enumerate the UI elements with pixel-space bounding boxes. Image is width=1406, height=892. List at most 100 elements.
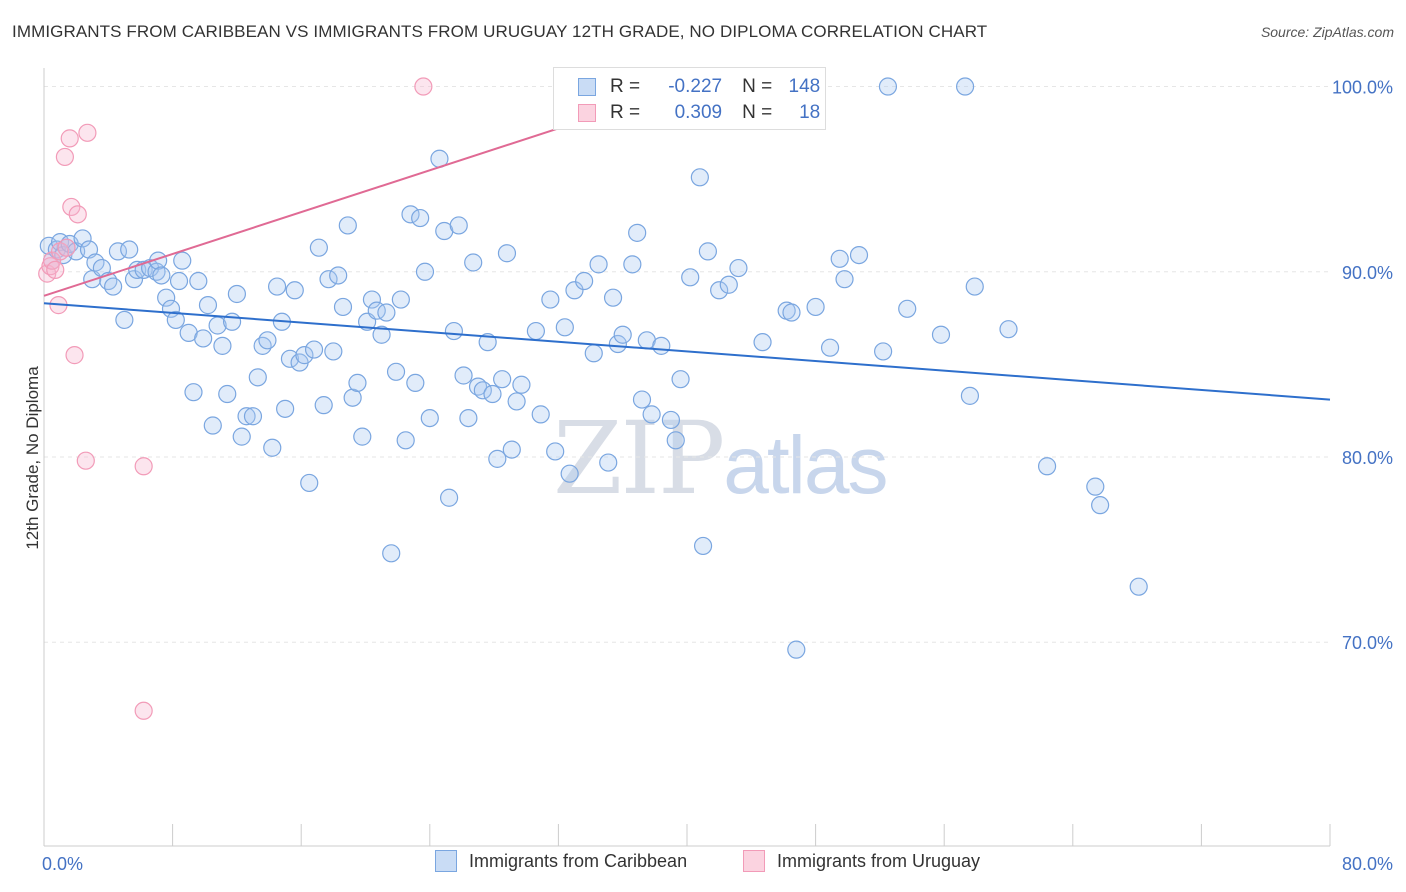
caribbean-point [222,312,242,331]
caribbean-point [449,216,468,235]
uruguay-point [60,129,79,148]
caribbean-point [319,270,338,289]
caribbean-point [420,409,439,428]
caribbean-point [623,255,642,274]
series-legend: Immigrants from Caribbean Immigrants fro… [0,850,1406,878]
uruguay-points [38,77,689,720]
n-label: N = [742,102,773,123]
legend-label-uruguay: Immigrants from Uruguay [777,850,981,871]
uruguay-point [68,205,87,224]
caribbean-point [782,303,801,322]
caribbean-point [565,281,584,300]
caribbean-point [531,405,550,424]
caribbean-point [666,431,685,450]
caribbean-point [454,366,473,385]
chart-title: IMMIGRANTS FROM CARIBBEAN VS IMMIGRANTS … [12,22,988,41]
legend-item-caribbean: Immigrants from Caribbean [435,850,687,872]
n-value: 148 [788,76,821,97]
caribbean-point [157,288,176,307]
y-tick-label: 80.0% [1342,448,1393,468]
caribbean-point [166,310,185,330]
caribbean-point [661,410,681,430]
uruguay-point [134,701,153,720]
caribbean-point [729,258,748,278]
uruguay-swatch [578,104,596,122]
caribbean-point [555,318,574,337]
caribbean-point [73,229,92,248]
caribbean-point [999,320,1018,339]
uruguay-point [414,77,433,96]
legend-label-caribbean: Immigrants from Caribbean [469,850,688,871]
caribbean-point [787,640,806,659]
legend-row-uruguay: R = 0.309 N = 18 [578,100,820,126]
caribbean-point [652,336,671,355]
caribbean-point [263,438,282,457]
legend-row-caribbean: R = -0.227 N = 148 [578,74,820,100]
caribbean-point [608,334,627,354]
uruguay-point [78,123,97,142]
caribbean-point [693,536,713,556]
r-label: R = [610,76,641,97]
caribbean-point [104,277,123,296]
caribbean-point [396,431,415,450]
caribbean-point [227,284,246,304]
uruguay-point [62,197,81,217]
caribbean-point [710,281,729,300]
caribbean-point [965,277,984,296]
caribbean-point [541,290,560,309]
caribbean-point [115,310,134,330]
caribbean-point [1037,457,1057,476]
n-value: 18 [799,102,821,123]
caribbean-point [599,453,618,472]
caribbean-point [464,253,483,272]
caribbean-point [632,390,652,409]
caribbean-swatch [578,78,596,96]
y-tick-label: 70.0% [1342,633,1393,653]
caribbean-point [362,290,382,309]
caribbean-point [348,373,367,393]
r-value: 0.309 [674,102,723,123]
caribbean-point [1129,577,1148,596]
caribbean-point [280,349,300,368]
caribbean-point [526,321,545,341]
caribbean-point [613,325,632,344]
caribbean-point [478,333,497,352]
caribbean-point [300,473,319,493]
correlation-legend: R = -0.227 N = 148 R = 0.309 N = 18 [553,67,826,130]
caribbean-point [253,336,272,355]
caribbean-point [198,296,218,315]
caribbean-point [642,405,661,424]
caribbean-point [401,205,420,224]
source-label: Source: ZipAtlas.com [1260,24,1394,40]
caribbean-point [314,396,333,415]
r-label: R = [610,102,641,123]
caribbean-point [835,270,854,289]
caribbean-point [406,373,425,393]
y-tick-label: 90.0% [1342,263,1393,283]
caribbean-point [473,381,492,400]
caribbean-point [488,449,507,468]
caribbean-point [690,168,709,187]
y-tick-labels: 70.0% 80.0% 90.0% 100.0% [1332,78,1393,654]
watermark: ZIPatlas [553,400,889,517]
caribbean-point [507,392,526,411]
caribbean-point [108,242,128,261]
caribbean-point [304,340,324,359]
caribbean-point [237,407,256,426]
uruguay-point [76,451,95,470]
caribbean-point [575,271,594,291]
caribbean-point [324,342,343,361]
caribbean-point [120,240,139,259]
caribbean-point [203,416,222,435]
caribbean-point [849,245,869,265]
caribbean-point [386,362,406,381]
caribbean-point [194,329,213,348]
caribbean-point [955,77,975,96]
uruguay-point [65,346,84,365]
uruguay-swatch [743,850,765,872]
caribbean-point [276,399,295,418]
watermark-zip: ZIP [553,400,725,517]
caribbean-point [267,277,287,296]
caribbean-point [218,384,237,404]
